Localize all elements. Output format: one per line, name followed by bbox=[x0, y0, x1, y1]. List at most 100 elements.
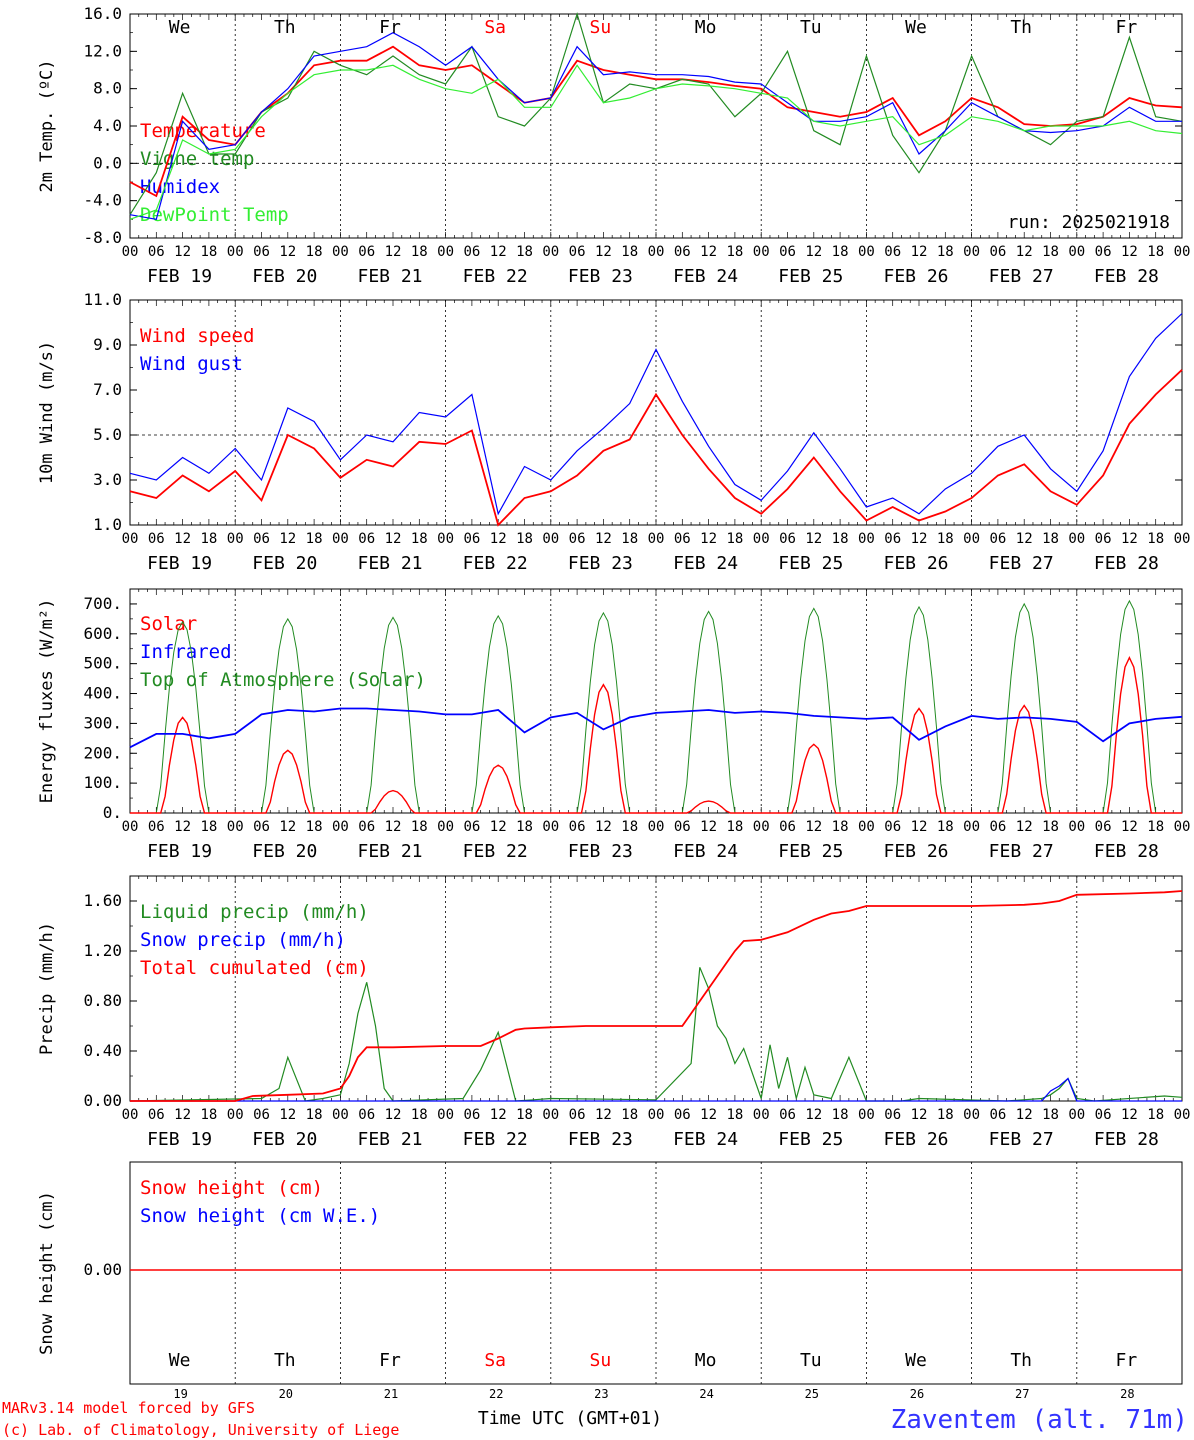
legend-wind-gust: Wind gust bbox=[140, 353, 243, 375]
day-number: 27 bbox=[1015, 1387, 1029, 1401]
hour-tick-label: 06 bbox=[463, 531, 480, 547]
hour-tick-label: 18 bbox=[621, 531, 638, 547]
hour-tick-label: 12 bbox=[490, 819, 507, 835]
hour-tick-label: 12 bbox=[385, 531, 402, 547]
hour-tick-label: 00 bbox=[542, 819, 559, 835]
hour-tick-label: 00 bbox=[437, 244, 454, 260]
date-label: FEB 21 bbox=[357, 553, 422, 574]
hour-tick-label: 18 bbox=[621, 1107, 638, 1123]
hour-tick-label: 00 bbox=[858, 819, 875, 835]
hour-tick-label: 12 bbox=[700, 819, 717, 835]
hour-tick-label: 18 bbox=[516, 531, 533, 547]
hour-tick-label: 06 bbox=[358, 531, 375, 547]
date-label: FEB 23 bbox=[568, 553, 633, 574]
date-label: FEB 28 bbox=[1094, 841, 1159, 862]
hour-tick-label: 06 bbox=[148, 531, 165, 547]
y-tick-label: 700. bbox=[83, 594, 122, 613]
y-tick-label: 1.0 bbox=[93, 515, 122, 534]
hour-tick-label: 00 bbox=[542, 1107, 559, 1123]
hour-tick-label: 06 bbox=[148, 819, 165, 835]
hour-tick-label: 06 bbox=[358, 1107, 375, 1123]
y-tick-label: 11.0 bbox=[83, 290, 122, 309]
hour-tick-label: 18 bbox=[1042, 531, 1059, 547]
hour-tick-label: 06 bbox=[989, 819, 1006, 835]
legend-dewpoint-temp: DewPoint Temp bbox=[140, 204, 289, 226]
hour-tick-label: 06 bbox=[1095, 1107, 1112, 1123]
top-dow-label: Tu bbox=[800, 17, 822, 38]
hour-tick-label: 12 bbox=[174, 1107, 191, 1123]
y-tick-label: -4.0 bbox=[83, 191, 122, 210]
hour-tick-label: 00 bbox=[858, 531, 875, 547]
series-infrared bbox=[129, 707, 1183, 749]
hour-tick-label: 12 bbox=[595, 1107, 612, 1123]
hour-tick-label: 12 bbox=[595, 819, 612, 835]
date-label: FEB 20 bbox=[252, 841, 317, 862]
hour-tick-label: 06 bbox=[1095, 531, 1112, 547]
y-axis-label: 10m Wind (m/s) bbox=[37, 341, 57, 484]
hour-tick-label: 18 bbox=[1042, 1107, 1059, 1123]
hour-tick-label: 12 bbox=[911, 244, 928, 260]
hour-tick-label: 18 bbox=[1147, 531, 1164, 547]
hour-tick-label: 18 bbox=[200, 1107, 217, 1123]
date-label: FEB 20 bbox=[252, 553, 317, 574]
series-snow-precip-mm-h- bbox=[130, 1077, 1182, 1102]
hour-tick-label: 06 bbox=[1095, 819, 1112, 835]
y-tick-label: 400. bbox=[83, 684, 122, 703]
date-label: FEB 27 bbox=[989, 266, 1054, 287]
date-label: FEB 25 bbox=[778, 841, 843, 862]
hour-tick-label: 00 bbox=[332, 819, 349, 835]
y-tick-label: -8.0 bbox=[83, 228, 122, 247]
date-label: FEB 22 bbox=[463, 266, 528, 287]
hour-tick-label: 00 bbox=[963, 531, 980, 547]
day-number: 24 bbox=[699, 1387, 713, 1401]
hour-tick-label: 12 bbox=[174, 819, 191, 835]
y-tick-label: 3.0 bbox=[93, 470, 122, 489]
y-tick-label: 8.0 bbox=[93, 79, 122, 98]
hour-tick-label: 00 bbox=[437, 531, 454, 547]
hour-tick-label: 00 bbox=[122, 244, 139, 260]
hour-tick-label: 00 bbox=[648, 244, 665, 260]
hour-tick-label: 06 bbox=[779, 819, 796, 835]
y-tick-label: 1.60 bbox=[83, 891, 122, 910]
hour-tick-label: 18 bbox=[306, 1107, 323, 1123]
hour-tick-label: 18 bbox=[1147, 1107, 1164, 1123]
series-wind-gust bbox=[129, 313, 1183, 516]
legend-total-cumulated: Total cumulated (cm) bbox=[140, 957, 369, 979]
hour-tick-label: 12 bbox=[174, 244, 191, 260]
hour-tick-label: 06 bbox=[674, 1107, 691, 1123]
hour-tick-label: 00 bbox=[963, 819, 980, 835]
top-dow-label: We bbox=[905, 17, 927, 38]
series-wind-speed bbox=[129, 369, 1183, 527]
hour-tick-label: 06 bbox=[253, 1107, 270, 1123]
hour-tick-label: 00 bbox=[1174, 531, 1191, 547]
series-temperature bbox=[129, 45, 1183, 198]
hour-tick-label: 00 bbox=[858, 244, 875, 260]
date-label: FEB 25 bbox=[778, 266, 843, 287]
legend-infrared: Infrared bbox=[140, 641, 232, 663]
hour-tick-label: 06 bbox=[989, 531, 1006, 547]
hour-tick-label: 12 bbox=[1016, 1107, 1033, 1123]
top-dow-label: Mo bbox=[695, 17, 717, 38]
hour-tick-label: 00 bbox=[753, 244, 770, 260]
hour-tick-label: 18 bbox=[306, 531, 323, 547]
hour-tick-label: 18 bbox=[1147, 819, 1164, 835]
hour-tick-label: 12 bbox=[1016, 244, 1033, 260]
y-tick-label: 100. bbox=[83, 773, 122, 792]
hour-tick-label: 00 bbox=[648, 531, 665, 547]
date-label: FEB 28 bbox=[1094, 266, 1159, 287]
hour-tick-label: 18 bbox=[1042, 819, 1059, 835]
date-label: FEB 24 bbox=[673, 841, 738, 862]
hour-tick-label: 00 bbox=[227, 1107, 244, 1123]
day-number: 25 bbox=[805, 1387, 819, 1401]
day-number: 23 bbox=[594, 1387, 608, 1401]
hour-tick-label: 18 bbox=[306, 244, 323, 260]
hour-tick-label: 12 bbox=[490, 244, 507, 260]
date-label: FEB 27 bbox=[989, 841, 1054, 862]
y-axis-label: Snow height (cm) bbox=[37, 1191, 57, 1355]
hour-tick-label: 12 bbox=[911, 531, 928, 547]
hour-tick-label: 00 bbox=[542, 244, 559, 260]
dow-label: Sa bbox=[484, 1350, 506, 1371]
hour-tick-label: 06 bbox=[148, 1107, 165, 1123]
hour-tick-label: 06 bbox=[253, 244, 270, 260]
date-label: FEB 21 bbox=[357, 266, 422, 287]
